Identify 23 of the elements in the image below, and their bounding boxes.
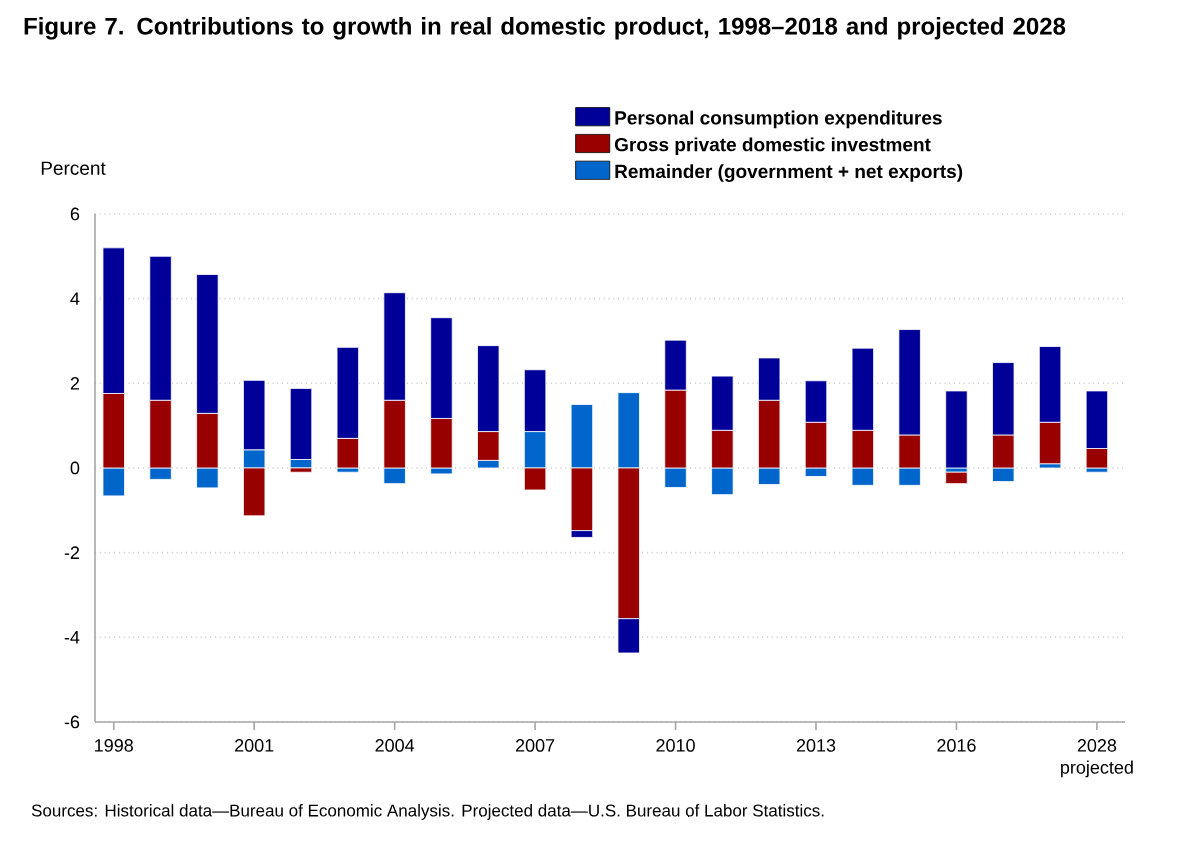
legend-label: Gross private domestic investment: [614, 137, 931, 156]
bar: [945, 471, 968, 485]
y-tick-label: -4: [64, 631, 80, 644]
x-tick-label: 1998: [95, 739, 133, 752]
x-tick-label: 2016: [937, 739, 976, 752]
legend-label: Remainder (government + net exports): [615, 164, 963, 182]
y-tick-label: 6: [70, 207, 80, 221]
y-tick-label: -2: [64, 546, 80, 559]
y-tick-label: 2: [70, 377, 80, 390]
x-tick-label: 2010: [656, 739, 695, 752]
y-tick-label: 0: [70, 461, 80, 475]
chart-title: Figure 7. Contributions to growth in real domestic product, 1998–2018 and projected 2028: [24, 17, 1066, 40]
y-axis-title: Percent: [41, 161, 106, 175]
x-tick-label: 2001: [235, 739, 274, 752]
x-tick-label: 2004: [375, 739, 415, 752]
y-tick-label: 4: [70, 292, 80, 305]
legend-label: Personal consumption expenditures: [615, 110, 942, 129]
bar: [945, 390, 968, 469]
x-tick-label: 2013: [796, 739, 836, 752]
y-tick-label: -6: [64, 715, 80, 729]
source-note: Sources: Historical data—Bureau of Economic Analysis. Projected data—U.S. Bureau of Labor Statistics.: [31, 804, 824, 820]
x-tick-label: 2028 projected: [1061, 739, 1133, 778]
x-tick-label: 2007: [515, 739, 555, 752]
